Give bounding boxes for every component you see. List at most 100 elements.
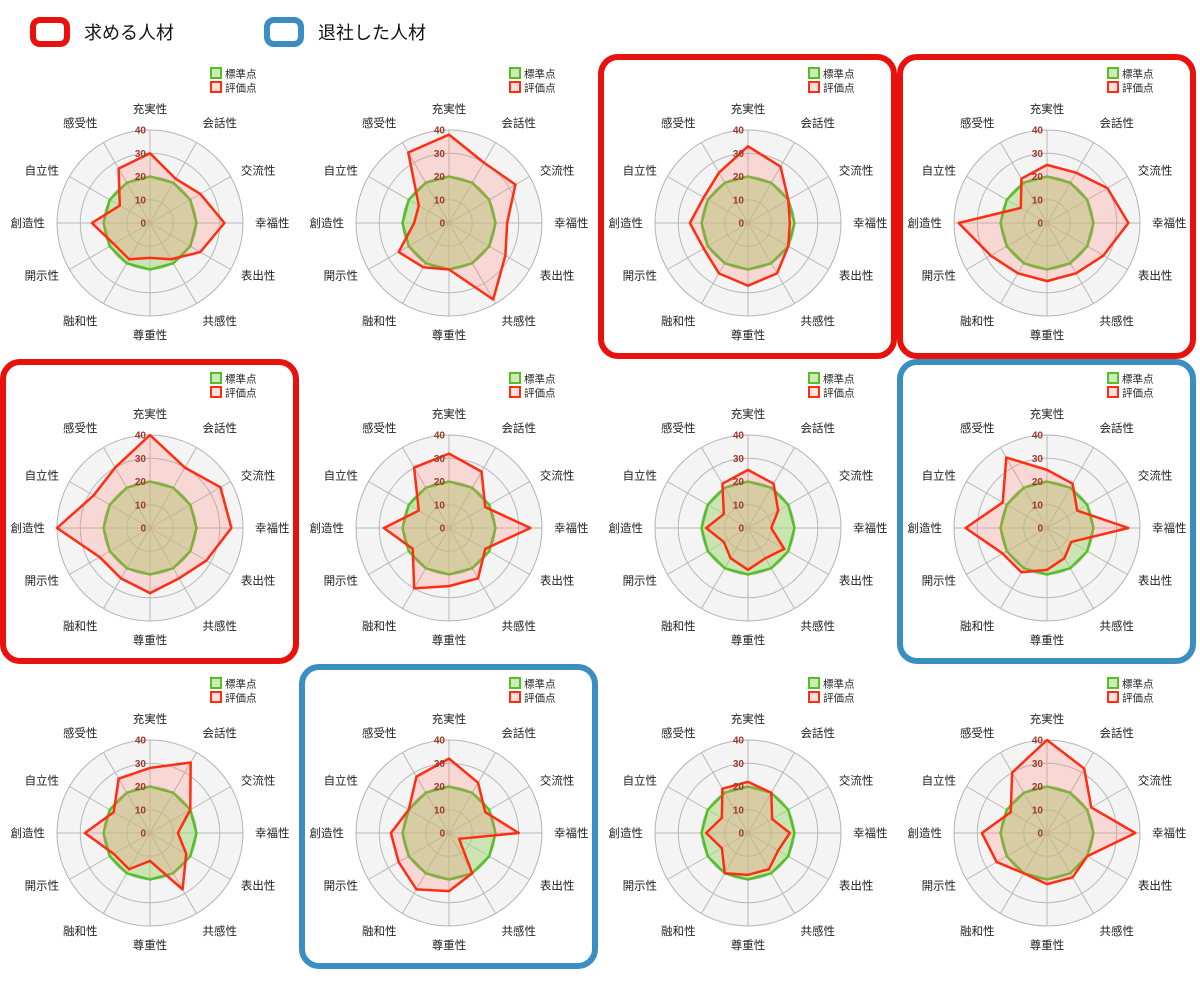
tick-label: 0 xyxy=(140,219,146,230)
tick-label: 20 xyxy=(733,782,745,793)
series-swatch xyxy=(210,67,222,79)
axis-label: 創造性 xyxy=(609,521,644,535)
axis-label: 充実性 xyxy=(1030,712,1065,726)
evaluation-polygon xyxy=(980,738,1137,886)
axis-label: 融和性 xyxy=(661,924,696,938)
axis-label: 幸福性 xyxy=(853,216,888,230)
axis-label: 尊重性 xyxy=(133,938,168,952)
tick-label: 0 xyxy=(439,524,445,535)
axis-label: 幸福性 xyxy=(853,826,888,840)
series-swatch xyxy=(1107,386,1119,398)
axis-label: 融和性 xyxy=(63,619,98,633)
series-label: 標準点 xyxy=(823,373,855,386)
tick-label: 0 xyxy=(439,829,445,840)
tick-label: 40 xyxy=(434,126,446,137)
series-label: 標準点 xyxy=(823,68,855,81)
axis-label: 共感性 xyxy=(801,314,836,328)
series-label: 評価点 xyxy=(524,692,556,705)
tick-label: 10 xyxy=(135,805,147,816)
tick-label: 0 xyxy=(140,524,146,535)
series-swatch xyxy=(509,677,521,689)
series-label: 評価点 xyxy=(1122,82,1154,95)
axis-label: 自立性 xyxy=(25,469,60,483)
axis-label: 自立性 xyxy=(324,164,359,178)
axis-label: 会話性 xyxy=(801,726,836,740)
tick-label: 20 xyxy=(1032,477,1044,488)
series-label: 評価点 xyxy=(823,692,855,705)
axis-label: 自立性 xyxy=(25,774,60,788)
tick-label: 0 xyxy=(439,219,445,230)
axis-label: 表出性 xyxy=(1138,574,1173,588)
tick-label: 10 xyxy=(1032,195,1044,206)
tick-label: 20 xyxy=(1032,172,1044,183)
radar-chart-cell-8-blue-highlight: 0 10 20 30 40 充実性 会話性 交流性 幸福性 表出性 共感性 尊重性 融和性 開示性 創造性 自… xyxy=(897,359,1196,664)
series-label: 標準点 xyxy=(524,373,556,386)
axis-label: 開示性 xyxy=(623,879,658,893)
series-swatch xyxy=(1107,67,1119,79)
series-label: 標準点 xyxy=(225,678,257,691)
axis-label: 幸福性 xyxy=(1152,826,1187,840)
axis-label: 幸福性 xyxy=(554,826,589,840)
series-label: 評価点 xyxy=(524,82,556,95)
axis-label: 開示性 xyxy=(324,574,359,588)
tick-label: 40 xyxy=(1032,126,1044,137)
evaluation-polygon xyxy=(688,145,792,288)
tick-label: 40 xyxy=(1032,736,1044,747)
tick-label: 30 xyxy=(1032,454,1044,465)
axis-label: 創造性 xyxy=(908,216,943,230)
tick-label: 20 xyxy=(434,477,446,488)
tick-label: 0 xyxy=(738,219,744,230)
axis-label: 充実性 xyxy=(432,407,467,421)
axis-label: 充実性 xyxy=(133,712,168,726)
axis-label: 幸福性 xyxy=(554,521,589,535)
series-swatch xyxy=(210,372,222,384)
axis-label: 会話性 xyxy=(1100,726,1135,740)
axis-label: 融和性 xyxy=(63,314,98,328)
axis-label: 感受性 xyxy=(661,421,696,435)
axis-label: 感受性 xyxy=(362,726,397,740)
tick-label: 40 xyxy=(733,126,745,137)
tick-label: 10 xyxy=(1032,500,1044,511)
axis-label: 自立性 xyxy=(922,469,957,483)
series-swatch xyxy=(509,386,521,398)
axis-label: 交流性 xyxy=(540,164,575,178)
axis-label: 会話性 xyxy=(1100,116,1135,130)
standard-polygon xyxy=(999,175,1095,271)
axis-label: 共感性 xyxy=(1100,619,1135,633)
evaluation-polygon xyxy=(389,757,520,893)
series-label: 標準点 xyxy=(1122,373,1154,386)
axis-label: 会話性 xyxy=(1100,421,1135,435)
evaluation-polygon xyxy=(382,452,532,590)
axis-label: 融和性 xyxy=(362,314,397,328)
axis-label: 表出性 xyxy=(540,574,575,588)
axis-label: 交流性 xyxy=(241,774,276,788)
series-swatch xyxy=(509,691,521,703)
series-label: 標準点 xyxy=(225,68,257,81)
axis-label: 充実性 xyxy=(1030,102,1065,116)
axis-label: 会話性 xyxy=(502,726,537,740)
tick-label: 20 xyxy=(434,782,446,793)
axis-label: 共感性 xyxy=(502,314,537,328)
standard-polygon xyxy=(999,785,1095,881)
axis-label: 開示性 xyxy=(623,574,658,588)
axis-label: 会話性 xyxy=(203,116,238,130)
axis-label: 共感性 xyxy=(801,924,836,938)
axis-label: 創造性 xyxy=(310,521,345,535)
axis-label: 尊重性 xyxy=(1030,328,1065,342)
axis-label: 感受性 xyxy=(362,116,397,130)
axis-label: 表出性 xyxy=(839,879,874,893)
desired-label: 求める人材 xyxy=(84,23,174,43)
tick-label: 40 xyxy=(1032,431,1044,442)
axis-label: 会話性 xyxy=(801,116,836,130)
axis-label: 自立性 xyxy=(623,774,658,788)
axis-label: 感受性 xyxy=(63,421,98,435)
axis-label: 充実性 xyxy=(432,712,467,726)
axis-label: 尊重性 xyxy=(432,328,467,342)
series-swatch xyxy=(808,386,820,398)
evaluation-polygon xyxy=(964,456,1130,574)
tick-label: 0 xyxy=(1037,219,1043,230)
